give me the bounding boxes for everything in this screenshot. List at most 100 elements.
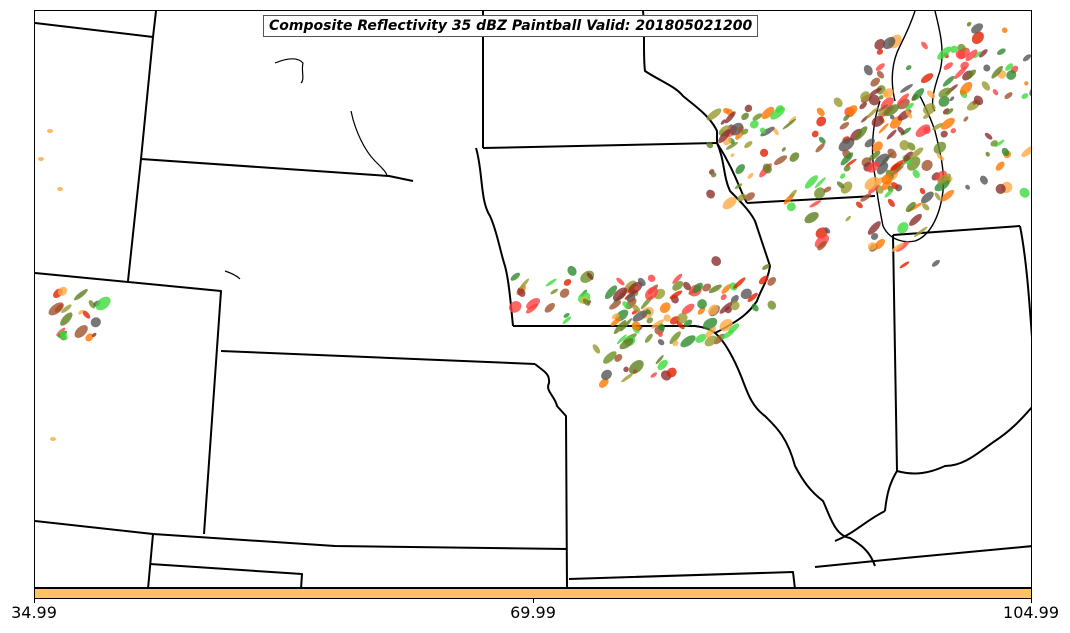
storm-blob	[613, 319, 627, 335]
storm-blob	[616, 334, 627, 345]
state-border	[534, 363, 568, 587]
storm-blob	[865, 107, 879, 119]
storm-blob	[88, 300, 96, 309]
storm-blob	[883, 88, 894, 99]
storm-blob	[720, 294, 727, 301]
storm-blob	[869, 87, 882, 96]
storm-blob	[634, 285, 639, 291]
storm-blob	[692, 282, 703, 293]
storm-blob	[965, 49, 978, 62]
storm-blob	[737, 125, 744, 132]
map-frame[interactable]	[34, 10, 1032, 588]
storm-blob	[580, 270, 595, 283]
storm-blob	[949, 96, 955, 102]
storm-blob	[57, 286, 68, 296]
river-border	[896, 406, 1031, 475]
storm-blob	[931, 259, 940, 267]
storm-blob	[954, 66, 967, 80]
storm-blob	[840, 152, 854, 166]
storm-blob	[913, 226, 928, 238]
storm-blob	[519, 278, 530, 290]
storm-blob	[816, 107, 825, 117]
colorbar-tick-mark	[34, 599, 35, 603]
storm-blob	[887, 198, 895, 207]
storm-blob	[1021, 145, 1031, 158]
storm-blob	[646, 317, 654, 324]
storm-blob	[747, 172, 754, 179]
state-border	[220, 350, 536, 365]
basemap	[35, 11, 1031, 587]
storm-blob	[920, 73, 934, 84]
storm-blob	[782, 118, 797, 130]
storm-blob	[887, 148, 897, 159]
storm-blob	[943, 62, 953, 70]
storm-blob	[708, 284, 722, 294]
storm-blob	[38, 157, 44, 161]
storm-blob	[762, 264, 770, 270]
storm-blob	[563, 312, 570, 318]
storm-blob	[816, 116, 827, 127]
storm-blob	[996, 48, 1006, 55]
storm-blob	[845, 215, 852, 222]
storm-blob	[899, 261, 910, 269]
storm-blob	[1031, 36, 1032, 46]
storm-blob	[897, 126, 905, 135]
storm-blob	[909, 213, 922, 226]
storm-blob	[707, 304, 719, 316]
storm-blob	[758, 275, 769, 285]
storm-blob	[886, 129, 897, 140]
storm-blob	[702, 317, 718, 330]
storm-blob	[950, 128, 956, 134]
storm-blob	[723, 107, 730, 114]
storm-blob	[47, 129, 53, 133]
storm-blob	[973, 51, 982, 59]
storm-blob	[978, 49, 988, 58]
storm-blob	[839, 122, 850, 130]
storm-blob	[867, 161, 880, 173]
storm-blob	[965, 184, 970, 190]
storm-blob	[744, 192, 755, 201]
colorbar-tick-mark	[533, 599, 534, 603]
storm-blob	[921, 41, 928, 50]
storm-blob	[1031, 162, 1032, 176]
storm-blob	[623, 366, 629, 373]
storm-blob	[725, 141, 738, 150]
storm-blob	[611, 313, 620, 320]
storm-blob	[981, 81, 991, 91]
storm-blob	[833, 97, 843, 108]
storm-blob	[994, 139, 1005, 148]
storm-blob	[651, 319, 665, 329]
storm-blob	[868, 94, 880, 106]
storm-blob	[985, 151, 990, 157]
storm-blob	[730, 153, 735, 158]
state-border	[35, 520, 568, 550]
storm-blob	[864, 138, 875, 148]
storm-blob	[751, 303, 759, 312]
storm-blob	[563, 278, 572, 286]
storm-blob	[582, 298, 591, 306]
state-border	[140, 158, 414, 182]
storm-blob	[737, 193, 747, 202]
storm-blob	[809, 200, 822, 208]
river-border	[714, 142, 771, 334]
storm-blob	[767, 276, 777, 286]
storm-blob	[697, 299, 707, 309]
storm-blob	[903, 151, 914, 162]
storm-blob	[659, 302, 671, 314]
storm-blob	[752, 113, 763, 121]
storm-blob	[942, 75, 955, 87]
lake-shore	[350, 110, 388, 177]
storm-blob	[1001, 27, 1008, 34]
storm-blob	[619, 338, 634, 350]
storm-blob	[95, 296, 111, 311]
storm-blob	[895, 241, 910, 252]
storm-blob	[747, 292, 758, 303]
storm-blob	[544, 302, 555, 313]
storm-blob	[631, 321, 641, 331]
storm-blob	[863, 65, 873, 76]
storm-blob	[889, 114, 895, 120]
storm-blob	[840, 181, 853, 194]
storm-blob	[891, 182, 899, 190]
storm-blob	[706, 108, 722, 121]
storm-blob	[973, 95, 984, 106]
